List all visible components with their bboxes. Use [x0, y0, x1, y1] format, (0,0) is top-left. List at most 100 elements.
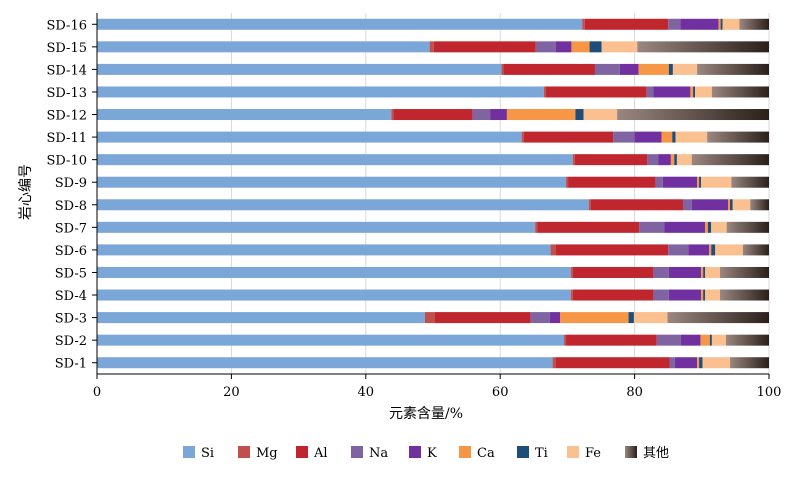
x-tick-labels: 0 20 40 60 80 100	[93, 385, 782, 400]
bar-segment	[555, 41, 572, 53]
y-category-label: SD-1	[55, 357, 87, 372]
bar-segment	[668, 63, 673, 75]
axes	[92, 13, 770, 379]
legend-label: Mg	[256, 446, 278, 461]
bar-segment	[560, 312, 629, 324]
legend-swatch	[351, 446, 363, 458]
bar-segment	[97, 357, 553, 369]
bar-segment	[750, 199, 769, 211]
bar-segment	[718, 18, 721, 30]
bar-segment	[711, 334, 726, 346]
bar-segment	[662, 176, 698, 188]
x-tick-label: 0	[93, 385, 101, 400]
bar-segment	[725, 334, 769, 346]
bar-segment	[574, 154, 648, 166]
bar-segment	[668, 289, 702, 301]
bar-segment	[697, 176, 700, 188]
legend-swatch	[517, 446, 529, 458]
bar-segment	[584, 18, 669, 30]
legend-label: Ti	[535, 446, 548, 461]
bar-segment	[97, 199, 589, 211]
bar-segment	[570, 289, 573, 301]
bar-segment	[667, 312, 769, 324]
bars-group	[97, 18, 769, 369]
bar-segment	[709, 334, 712, 346]
bar-segment	[699, 357, 703, 369]
bar-segment	[424, 312, 436, 324]
bar-segment	[639, 221, 665, 233]
bar-segment	[709, 244, 712, 256]
bar-segment	[506, 109, 576, 121]
bar-segment	[691, 199, 729, 211]
y-category-label: SD-2	[55, 334, 87, 349]
bar-segment	[680, 334, 701, 346]
y-category-label: SD-16	[46, 18, 87, 33]
y-category-label: SD-10	[46, 154, 87, 169]
legend-swatch	[296, 446, 308, 458]
bar-segment	[97, 244, 551, 256]
y-category-label: SD-11	[46, 131, 87, 146]
bar-segment	[535, 221, 538, 233]
y-category-label: SD-15	[46, 41, 87, 56]
bar-segment	[535, 41, 556, 53]
bar-segment	[668, 18, 681, 30]
bar-segment	[472, 109, 491, 121]
bar-segment	[97, 176, 567, 188]
x-tick-label: 20	[223, 385, 240, 400]
bar-segment	[703, 266, 706, 278]
bar-segment	[637, 41, 769, 53]
bar-segment	[646, 86, 654, 98]
bar-segment	[653, 289, 669, 301]
bar-segment	[658, 154, 671, 166]
bar-segment	[601, 41, 638, 53]
bar-segment	[555, 357, 670, 369]
bar-segment	[572, 154, 575, 166]
y-category-label: SD-4	[55, 289, 87, 304]
bar-segment	[555, 244, 669, 256]
bar-segment	[719, 289, 769, 301]
bar-segment	[697, 63, 769, 75]
bar-segment	[501, 63, 504, 75]
bar-segment	[97, 63, 502, 75]
bar-segment	[707, 221, 712, 233]
bar-segment	[668, 244, 689, 256]
bar-segment	[435, 312, 531, 324]
legend-swatch	[409, 446, 421, 458]
y-category-label: SD-13	[46, 86, 87, 101]
bar-segment	[672, 131, 676, 143]
bar-segment	[691, 154, 769, 166]
legend-label: Fe	[585, 446, 601, 461]
bar-segment	[664, 221, 706, 233]
bar-segment	[617, 109, 769, 121]
bar-segment	[742, 244, 769, 256]
bar-segment	[669, 357, 675, 369]
bar-segment	[739, 18, 769, 30]
bar-segment	[668, 266, 702, 278]
bar-segment	[566, 334, 657, 346]
bar-segment	[726, 221, 769, 233]
bar-segment	[393, 109, 473, 121]
bar-segment	[655, 176, 663, 188]
legend-label: K	[427, 446, 437, 461]
legend: Si Mg Al Na K Ca Ti Fe 其他	[183, 446, 669, 461]
bar-segment	[523, 131, 614, 143]
bar-segment	[676, 154, 692, 166]
legend-swatch	[625, 446, 637, 458]
bar-segment	[728, 199, 731, 211]
bar-segment	[97, 334, 565, 346]
bar-segment	[613, 131, 635, 143]
y-category-labels: SD-16 SD-15 SD-14 SD-13 SD-12 SD-11 SD-10 SD-9 S…	[46, 18, 87, 371]
bar-segment	[707, 131, 769, 143]
bar-segment	[703, 289, 706, 301]
bar-segment	[572, 289, 654, 301]
bar-segment	[566, 176, 569, 188]
y-category-label: SD-12	[46, 109, 87, 124]
x-tick-label: 80	[626, 385, 643, 400]
bar-segment	[711, 86, 769, 98]
bar-segment	[722, 18, 740, 30]
bar-segment	[680, 18, 719, 30]
bar-segment	[545, 86, 647, 98]
bar-segment	[656, 334, 681, 346]
y-category-label: SD-14	[46, 63, 87, 78]
bar-segment	[521, 131, 524, 143]
